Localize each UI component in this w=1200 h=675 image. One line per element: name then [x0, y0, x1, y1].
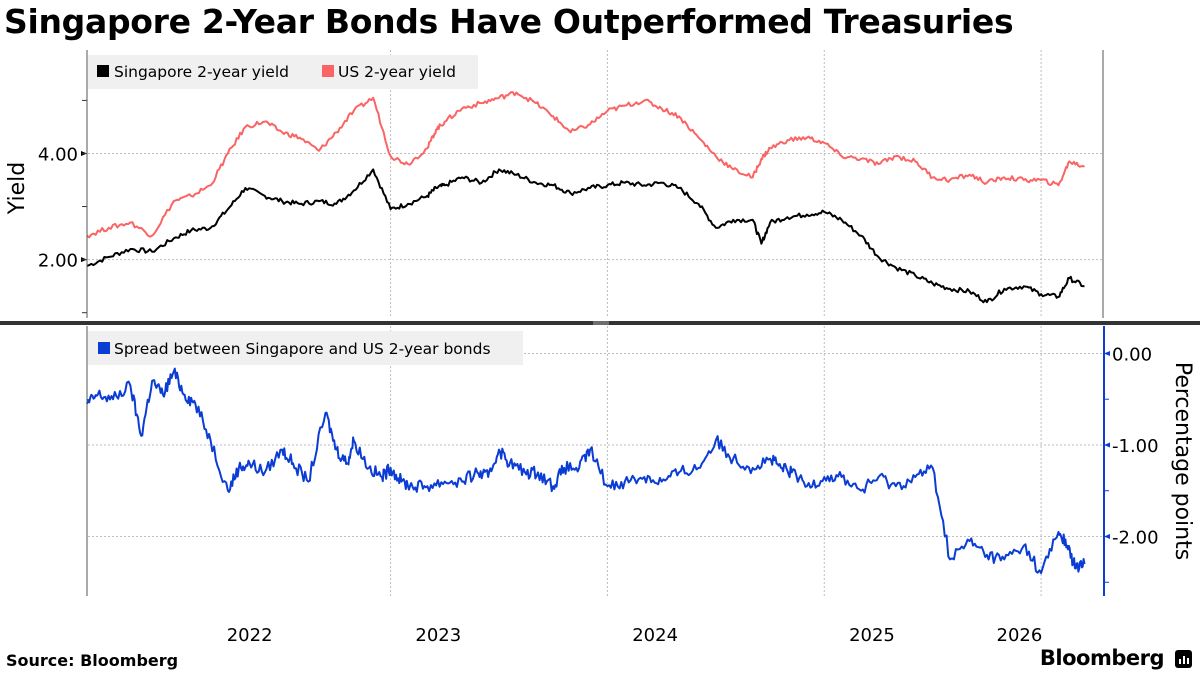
bottom-legend-bg — [88, 331, 523, 365]
panel-divider[interactable] — [0, 321, 1200, 325]
y-tick-label: 2.00 — [38, 251, 78, 272]
source-note: Source: Bloomberg — [6, 651, 179, 670]
top-y-axis: 2.00 4.00 — [38, 50, 1104, 318]
x-tick-label: 2023 — [415, 625, 461, 646]
x-tick-label: 2022 — [227, 625, 273, 646]
bottom-y-axis-title: Percentage points — [1170, 362, 1195, 560]
y-tick-label: 0.00 — [1112, 344, 1152, 365]
top-panel: 2.00 4.00 Singapore 2-year yield US 2-yea… — [5, 50, 1104, 318]
legend-label-singapore: Singapore 2-year yield — [114, 63, 289, 81]
spread-line — [86, 367, 1086, 575]
top-legend-bg — [88, 55, 478, 89]
top-y-axis-title: Yield — [5, 162, 30, 215]
legend-swatch-singapore — [97, 65, 109, 77]
legend-swatch-spread — [98, 342, 110, 354]
x-tick-label: 2026 — [997, 625, 1043, 646]
us-yield-line — [86, 91, 1085, 239]
brand-logo: Bloomberg — [1039, 646, 1165, 670]
x-axis: 2022 2023 2024 2025 2026 — [227, 625, 1043, 646]
chart-title: Singapore 2-Year Bonds Have Outperformed… — [4, 2, 1014, 41]
legend-swatch-us — [322, 65, 334, 77]
legend-label-us: US 2-year yield — [338, 63, 456, 81]
y-tick-label: -1.00 — [1112, 436, 1159, 457]
singapore-yield-line — [86, 168, 1085, 304]
x-tick-label: 2025 — [849, 625, 895, 646]
bottom-panel: 0.00 -1.00 -2.00 Spread between Singapore … — [86, 326, 1195, 596]
bloomberg-terminal-icon — [1175, 650, 1192, 668]
x-tick-label: 2024 — [632, 625, 678, 646]
bottom-lines — [86, 367, 1086, 575]
top-lines — [86, 91, 1085, 304]
y-tick-label: -2.00 — [1112, 528, 1159, 549]
bottom-y-axis: 0.00 -1.00 -2.00 — [86, 326, 1159, 596]
top-grid — [88, 50, 1103, 318]
y-tick-label: 4.00 — [38, 144, 78, 165]
legend-label-spread: Spread between Singapore and US 2-year b… — [114, 340, 491, 358]
bottom-grid — [88, 326, 1103, 596]
